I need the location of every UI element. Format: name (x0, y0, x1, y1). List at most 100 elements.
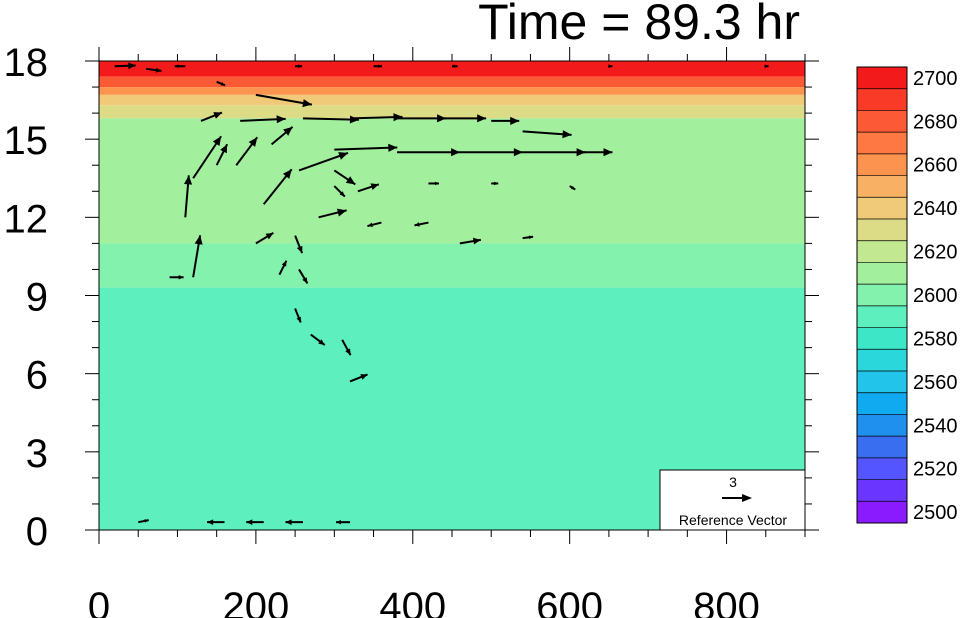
wind-vector (367, 221, 382, 228)
vector-head (296, 245, 303, 254)
vector-head (562, 130, 572, 139)
colorbar-tick-label: 2580 (913, 328, 958, 350)
colorbar-swatch (857, 327, 907, 350)
reference-arrow (722, 494, 752, 502)
wind-vector (114, 62, 136, 70)
colorbar-swatch (857, 67, 907, 89)
contour-band (99, 76, 805, 88)
wind-vector (764, 64, 769, 69)
vector-head (528, 235, 534, 240)
x-tick-label: 0 (88, 585, 110, 618)
reference-vector-magnitude: 3 (729, 474, 737, 490)
colorbar-tick-label: 2600 (913, 285, 958, 307)
vector-head (434, 181, 439, 186)
colorbar-tick-label: 2700 (913, 68, 958, 90)
vector-head (377, 64, 382, 69)
chart-title: Time = 89.3 hr (478, 0, 800, 50)
vector-head (414, 222, 420, 227)
vector-head (296, 316, 301, 323)
wind-vector (235, 136, 259, 166)
wind-vector (169, 275, 184, 280)
wind-vector (373, 64, 382, 69)
wind-vector (200, 111, 223, 122)
wind-vector (336, 519, 351, 525)
wind-vector (349, 373, 368, 383)
reference-vector-label: Reference Vector (679, 512, 788, 528)
y-tick-label: 18 (4, 41, 49, 85)
colorbar-swatch (857, 284, 907, 306)
y-tick-label: 3 (26, 432, 48, 476)
colorbar-swatch (857, 240, 907, 263)
colorbar-swatch (857, 414, 907, 437)
reference-vector-frame (659, 469, 806, 531)
contour-band (99, 87, 805, 95)
wind-vector (522, 130, 572, 139)
vector-head (220, 82, 226, 86)
vector-head (246, 519, 253, 525)
vector-head (155, 67, 162, 73)
colorbar-swatch (857, 219, 907, 241)
wind-vector (444, 114, 487, 123)
colorbar-labels: 2500 2520 2540 2560 2580 2600 2620 2640 2660 2680… (913, 68, 958, 524)
wind-vector (608, 64, 613, 69)
colorbar-tick-label: 2620 (913, 242, 958, 264)
x-tick-label: 400 (379, 585, 446, 618)
colorbar-swatch (857, 436, 907, 458)
wind-vector (246, 519, 264, 525)
colorbar-tick-label: 2660 (913, 155, 958, 177)
y-tick-label: 9 (26, 276, 48, 320)
wind-vector (333, 185, 346, 198)
vector-head (281, 260, 287, 267)
vector-head (265, 232, 274, 240)
wind-vector (298, 151, 349, 172)
vector-head (338, 152, 349, 160)
vector-head (302, 277, 308, 284)
wind-vector (298, 268, 309, 284)
vector-head (207, 519, 214, 525)
wind-vector (192, 235, 203, 278)
vector-head (283, 126, 293, 136)
vector-head (570, 185, 576, 190)
wind-vector (270, 126, 294, 146)
y-tick-label: 0 (26, 510, 48, 554)
contour-band (99, 61, 805, 77)
y-tick-labels: 0 3 6 9 12 15 18 (4, 41, 49, 554)
wind-vector (295, 64, 303, 69)
wind-vector (138, 519, 149, 524)
vector-head (220, 144, 228, 154)
vector-head (174, 64, 179, 69)
vector-head (451, 148, 461, 157)
vector-head (213, 112, 222, 119)
wind-vector (145, 67, 162, 73)
vector-head (437, 114, 447, 123)
contour-field (99, 61, 805, 530)
wind-vector (216, 80, 226, 87)
colorbar-tick-label: 2560 (913, 372, 958, 394)
colorbar-swatch (857, 153, 907, 176)
colorbar-tick-label: 2520 (913, 459, 958, 481)
vector-head (477, 114, 487, 123)
x-tick-label: 600 (536, 585, 603, 618)
colorbar-swatch (857, 371, 907, 393)
wind-vector (349, 113, 403, 122)
colorbar-swatch (857, 262, 907, 285)
vector-head (345, 176, 356, 185)
colorbar-swatch (857, 392, 907, 415)
colorbar-swatch (857, 457, 907, 480)
wind-vector (255, 93, 313, 108)
vector-head (393, 113, 403, 122)
colorbar-swatch (857, 479, 907, 502)
wind-vector (334, 143, 398, 152)
wind-vector (333, 169, 356, 186)
colorbar-swatch (857, 305, 907, 328)
vector-head (318, 339, 325, 346)
contour-band (99, 243, 805, 288)
vector-head (128, 62, 136, 70)
contour-band (99, 118, 805, 244)
x-tick-labels: 0 200 400 600 800 (88, 585, 760, 618)
wind-vector (285, 519, 303, 525)
vector-head (336, 208, 347, 217)
vector-head (764, 64, 769, 69)
colorbar-swatch (857, 501, 907, 523)
wind-vector (310, 333, 326, 346)
